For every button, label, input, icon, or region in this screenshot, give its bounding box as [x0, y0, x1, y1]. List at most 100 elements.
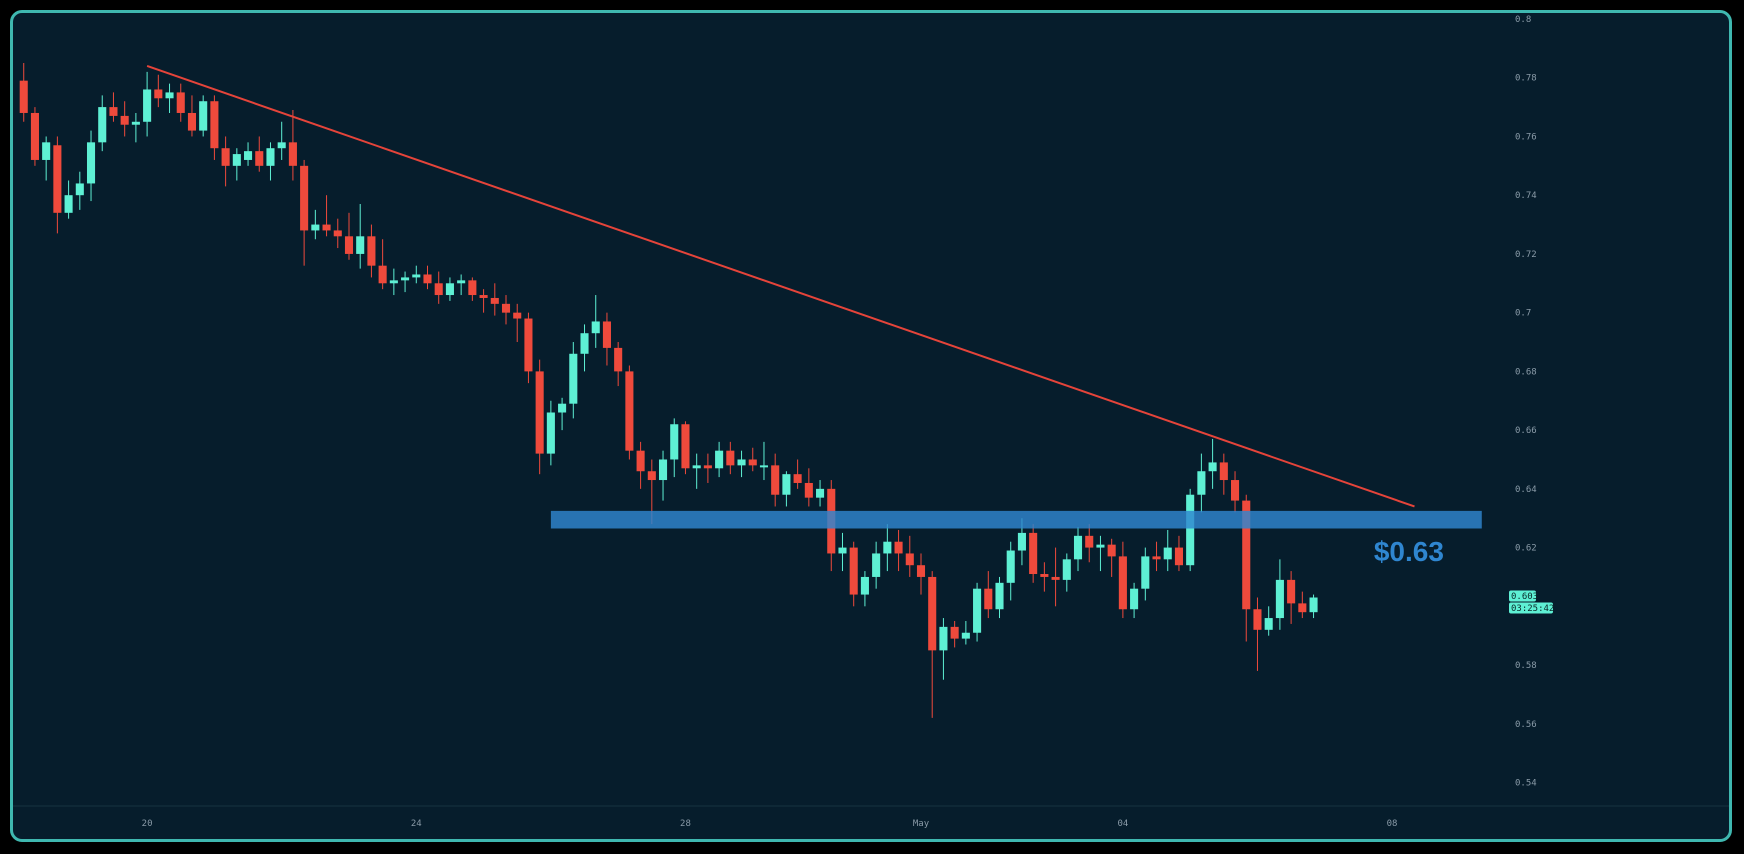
- candle-99[interactable]: [1130, 582, 1139, 619]
- candle-93[interactable]: [1062, 553, 1071, 592]
- candle-107[interactable]: [1219, 453, 1228, 495]
- candle-48[interactable]: [558, 397, 567, 431]
- candle-105[interactable]: [1197, 453, 1206, 513]
- candle-17[interactable]: [210, 95, 219, 160]
- candle-34[interactable]: [401, 271, 410, 293]
- candle-7[interactable]: [98, 95, 107, 152]
- candle-77[interactable]: [883, 524, 892, 572]
- candle-60[interactable]: [692, 453, 701, 489]
- candle-37[interactable]: [434, 271, 443, 304]
- candle-29[interactable]: [344, 212, 354, 260]
- support-zone[interactable]: [550, 510, 1482, 529]
- candle-75[interactable]: [860, 571, 869, 607]
- candle-30[interactable]: [356, 204, 365, 269]
- candle-78[interactable]: [894, 529, 903, 572]
- candle-46[interactable]: [535, 359, 544, 475]
- candle-67[interactable]: [771, 453, 780, 507]
- candle-104[interactable]: [1186, 488, 1195, 572]
- candle-97[interactable]: [1107, 538, 1116, 577]
- price-chart[interactable]: $0.63 0.8 0.78 0.76 0.74 0.72 0.7 0.68 0.66 0.64…: [13, 13, 1729, 839]
- candle-8[interactable]: [109, 92, 118, 122]
- candle-32[interactable]: [378, 239, 387, 290]
- candle-51[interactable]: [591, 295, 600, 348]
- candle-74[interactable]: [849, 541, 858, 607]
- candle-18[interactable]: [221, 136, 230, 187]
- candle-106[interactable]: [1208, 438, 1217, 489]
- candle-58[interactable]: [670, 418, 679, 478]
- candle-36[interactable]: [423, 265, 432, 290]
- candle-26[interactable]: [311, 209, 320, 240]
- candle-83[interactable]: [950, 620, 959, 648]
- candle-50[interactable]: [580, 324, 589, 372]
- candle-90[interactable]: [1029, 524, 1038, 583]
- candle-6[interactable]: [86, 130, 96, 202]
- candle-108[interactable]: [1230, 471, 1240, 513]
- candle-13[interactable]: [165, 83, 174, 113]
- candle-71[interactable]: [816, 480, 825, 507]
- candle-49[interactable]: [569, 342, 578, 419]
- candle-100[interactable]: [1141, 547, 1150, 601]
- candle-98[interactable]: [1118, 541, 1127, 619]
- candle-86[interactable]: [984, 571, 993, 619]
- candle-54[interactable]: [625, 365, 634, 460]
- candle-3[interactable]: [53, 136, 62, 234]
- candle-79[interactable]: [905, 535, 914, 577]
- candle-38[interactable]: [445, 277, 454, 301]
- candle-33[interactable]: [389, 268, 398, 296]
- candle-45[interactable]: [524, 312, 533, 384]
- candle-62[interactable]: [715, 441, 724, 478]
- candle-85[interactable]: [973, 582, 982, 642]
- candle-112[interactable]: [1275, 559, 1284, 630]
- candle-91[interactable]: [1040, 562, 1049, 592]
- candle-94[interactable]: [1073, 527, 1083, 572]
- candle-59[interactable]: [681, 421, 690, 475]
- candle-14[interactable]: [176, 83, 185, 122]
- candle-69[interactable]: [793, 459, 802, 489]
- candle-23[interactable]: [277, 121, 286, 160]
- candle-57[interactable]: [658, 450, 668, 501]
- candle-9[interactable]: [120, 101, 129, 137]
- candle-84[interactable]: [961, 620, 970, 645]
- candle-96[interactable]: [1096, 535, 1105, 572]
- candle-70[interactable]: [804, 468, 813, 507]
- candle-80[interactable]: [916, 553, 926, 595]
- candle-15[interactable]: [187, 95, 197, 137]
- candle-11[interactable]: [143, 71, 152, 137]
- candle-55[interactable]: [636, 441, 645, 489]
- candle-61[interactable]: [703, 453, 712, 483]
- candle-43[interactable]: [501, 295, 511, 325]
- candle-35[interactable]: [412, 265, 421, 284]
- candle-1[interactable]: [30, 107, 39, 166]
- candle-0[interactable]: [19, 63, 28, 122]
- candle-111[interactable]: [1264, 606, 1273, 636]
- candle-5[interactable]: [75, 171, 84, 210]
- candle-73[interactable]: [838, 532, 847, 572]
- candle-27[interactable]: [322, 195, 331, 237]
- candle-2[interactable]: [42, 136, 51, 181]
- candle-10[interactable]: [131, 112, 140, 143]
- candle-40[interactable]: [468, 277, 477, 301]
- candle-24[interactable]: [288, 110, 297, 181]
- candle-41[interactable]: [479, 289, 488, 313]
- candle-16[interactable]: [199, 95, 208, 137]
- candle-66[interactable]: [759, 441, 769, 481]
- candle-103[interactable]: [1174, 535, 1183, 572]
- candle-63[interactable]: [726, 441, 735, 475]
- candle-12[interactable]: [154, 74, 163, 108]
- candle-82[interactable]: [939, 618, 948, 680]
- candle-28[interactable]: [333, 218, 342, 249]
- candle-113[interactable]: [1287, 571, 1296, 624]
- candle-101[interactable]: [1152, 541, 1161, 572]
- candle-64[interactable]: [737, 450, 746, 478]
- candle-92[interactable]: [1051, 547, 1060, 607]
- candle-87[interactable]: [995, 576, 1004, 619]
- candle-25[interactable]: [300, 159, 309, 266]
- candle-68[interactable]: [782, 471, 791, 507]
- candle-21[interactable]: [255, 136, 264, 172]
- candle-115[interactable]: [1309, 594, 1318, 619]
- candle-47[interactable]: [546, 400, 555, 466]
- candle-52[interactable]: [602, 312, 611, 366]
- candle-39[interactable]: [457, 274, 466, 296]
- candle-53[interactable]: [614, 342, 623, 387]
- candle-20[interactable]: [244, 142, 253, 166]
